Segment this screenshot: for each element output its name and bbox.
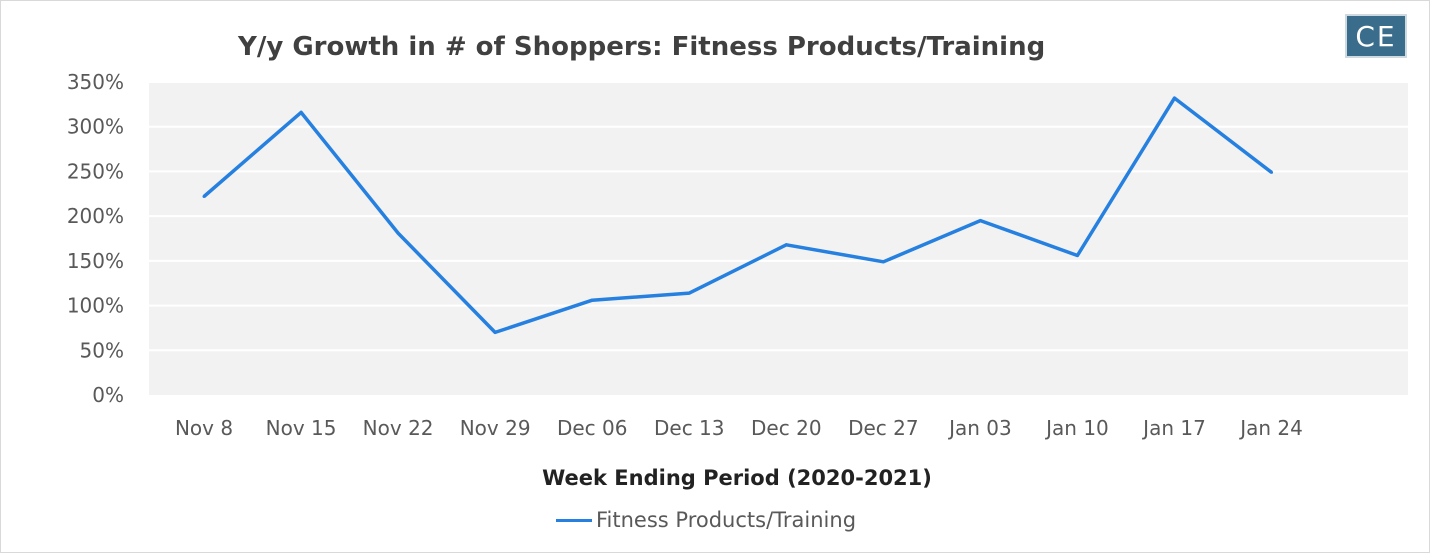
x-tick-label: Nov 29 xyxy=(460,416,531,440)
data-point xyxy=(978,219,982,223)
y-tick-label: 100% xyxy=(67,294,124,318)
x-tick-label: Dec 27 xyxy=(848,416,919,440)
x-tick-label: Jan 03 xyxy=(947,416,1012,440)
x-tick-label: Nov 22 xyxy=(363,416,434,440)
x-axis-label: Week Ending Period (2020-2021) xyxy=(542,466,932,490)
y-tick-label: 300% xyxy=(67,115,124,139)
data-point xyxy=(1173,96,1176,100)
ce-logo: CE xyxy=(1345,14,1407,58)
data-point xyxy=(881,260,885,264)
y-tick-label: 50% xyxy=(80,338,124,362)
gridlines xyxy=(149,81,1408,352)
chart-title: Y/y Growth in # of Shoppers: Fitness Pro… xyxy=(238,32,1046,62)
x-axis: Nov 8 Nov 15 Nov 22 Nov 29 Dec 06 Dec 13 Dec 2… xyxy=(175,416,1303,440)
data-point xyxy=(1270,170,1274,174)
x-tick-label: Jan 10 xyxy=(1044,416,1109,440)
series-line xyxy=(202,96,1273,335)
x-tick-label: Nov 8 xyxy=(175,416,233,440)
x-tick-label: Dec 13 xyxy=(654,416,725,440)
data-point xyxy=(590,298,594,302)
x-tick-label: Jan 24 xyxy=(1238,416,1303,440)
y-tick-label: 250% xyxy=(67,159,124,183)
x-tick-label: Dec 20 xyxy=(751,416,822,440)
data-point xyxy=(299,110,303,114)
y-tick-label: 150% xyxy=(67,249,124,273)
legend-label: Fitness Products/Training xyxy=(596,508,857,532)
x-tick-label: Nov 15 xyxy=(266,416,337,440)
legend: Fitness Products/Training xyxy=(556,508,856,532)
data-point xyxy=(1075,253,1079,257)
y-tick-label: 350% xyxy=(67,70,124,94)
plot-area xyxy=(149,82,1408,395)
data-point xyxy=(687,291,691,295)
x-tick-label: Jan 17 xyxy=(1141,416,1206,440)
data-point xyxy=(396,231,400,235)
y-tick-label: 200% xyxy=(67,204,124,228)
data-point xyxy=(202,194,206,198)
data-point xyxy=(493,330,497,334)
legend-swatch xyxy=(556,518,592,522)
x-tick-label: Dec 06 xyxy=(557,416,628,440)
data-point xyxy=(784,243,788,247)
y-axis: 0% 50% 100% 150% 200% 250% 300% 350% xyxy=(67,70,124,407)
y-tick-label: 0% xyxy=(92,383,124,407)
series-group xyxy=(202,96,1274,335)
